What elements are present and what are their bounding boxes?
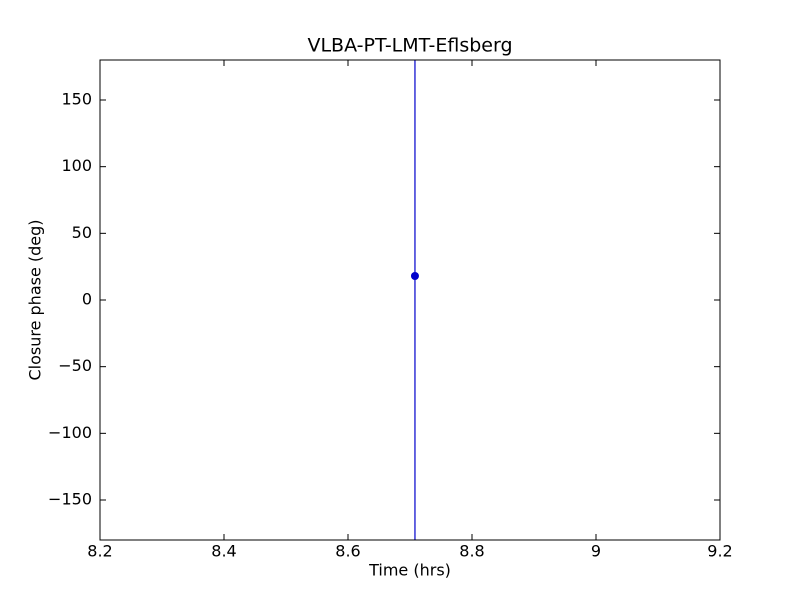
x-tick-label: 8.4 [211,542,236,561]
y-tick-label: 150 [61,90,92,109]
y-tick-label: −100 [48,423,92,442]
y-axis-label: Closure phase (deg) [26,219,45,380]
data-point [410,272,419,280]
plot-area [410,60,419,540]
x-tick-label: 8.8 [459,542,484,561]
y-tick-label: −50 [58,356,92,375]
x-tick-label: 8.6 [335,542,360,561]
y-tick-label: −150 [48,490,92,509]
y-tick-label: 100 [61,156,92,175]
x-tick-label: 9 [591,542,601,561]
y-tick-label: 0 [82,290,92,309]
x-axis-label: Time (hrs) [368,561,451,580]
x-tick-label: 8.2 [87,542,112,561]
chart-title: VLBA-PT-LMT-Eflsberg [307,35,512,57]
y-tick-label: 50 [72,223,92,242]
x-tick-label: 9.2 [707,542,732,561]
